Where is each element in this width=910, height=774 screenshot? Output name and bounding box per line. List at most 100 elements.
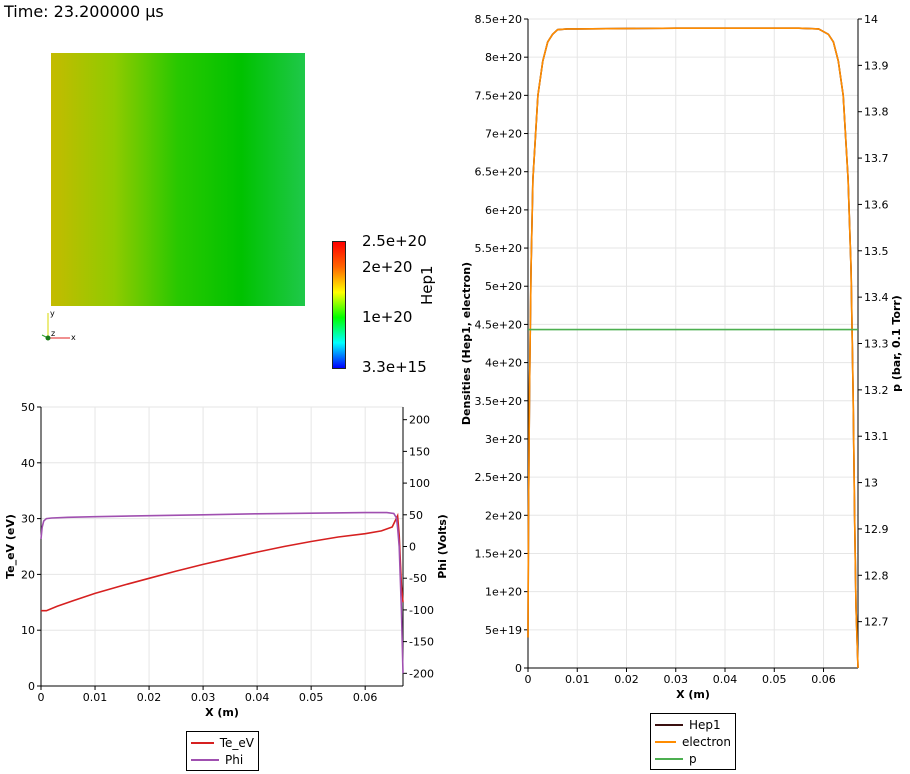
te-phi-legend-swatch-Phi: [191, 758, 219, 761]
te-phi-legend-swatch-Te_eV: [191, 741, 214, 744]
te-phi-xtick-label-5: 0.05: [299, 691, 324, 704]
te-phi-y2tick-label-6: 100: [409, 477, 430, 490]
dens-y2tick-label-9: 13.6: [864, 198, 889, 211]
te-phi-xtick-label-4: 0.04: [245, 691, 270, 704]
te-phi-xtick-label-6: 0.06: [353, 691, 378, 704]
te-phi-legend-entry-Phi: Phi: [191, 751, 254, 768]
axes-triad-icon: y x z: [41, 309, 76, 342]
dens-xtick-label-3: 0.03: [664, 673, 689, 686]
te-phi-y2tick-label-8: 200: [409, 414, 430, 427]
te-phi-ytick-label-2: 20: [21, 568, 35, 581]
te-phi-legend-label-Te_eV: Te_eV: [219, 735, 254, 750]
dens-y2tick-label-8: 13.5: [864, 245, 889, 258]
te-phi-y2tick-label-2: -100: [409, 604, 434, 617]
dens-legend-label-Hep1: Hep1: [689, 717, 721, 732]
colorbar-min-label: 3.3e+15: [362, 358, 427, 376]
te-phi-ytick-label-0: 0: [28, 680, 35, 693]
dens-xtick-label-0: 0: [525, 673, 532, 686]
te-phi-ytick-label-1: 10: [21, 624, 35, 637]
densities-legend: Hep1 electron p: [650, 713, 736, 770]
dens-ytick-label-16: 8e+20: [485, 51, 522, 64]
te-phi-ytick-label-3: 30: [21, 513, 35, 526]
dens-ytick-label-13: 6.5e+20: [475, 166, 522, 179]
te-phi-xtick-label-0: 0: [38, 691, 45, 704]
triad-x-label: x: [71, 333, 76, 342]
te-phi-ylabel: Te_eV (eV): [4, 514, 17, 579]
dens-y2tick-label-10: 13.7: [864, 152, 889, 165]
te-phi-y2tick-label-5: 50: [409, 509, 423, 522]
dens-ytick-label-12: 6e+20: [485, 204, 522, 217]
dens-ytick-label-14: 7e+20: [485, 128, 522, 141]
dens-ytick-label-10: 5e+20: [485, 280, 522, 293]
colorbar-label-1e20: 1e+20: [362, 308, 413, 326]
te-phi-xtick-label-2: 0.02: [137, 691, 162, 704]
te-phi-y2label: Phi (Volts): [436, 514, 449, 579]
field-colormap-view[interactable]: [51, 53, 305, 306]
colorbar-max-label: 2.5e+20: [362, 232, 427, 250]
dens-ytick-label-3: 1.5e+20: [475, 547, 522, 560]
dens-y2tick-label-0: 12.7: [864, 616, 889, 629]
te-phi-y2tick-label-4: 0: [409, 541, 416, 554]
te-phi-y2tick-label-1: -150: [409, 636, 434, 649]
te-phi-xlabel: X (m): [205, 706, 239, 719]
te-phi-ytick-label-5: 50: [21, 401, 35, 414]
te-phi-legend-label-Phi: Phi: [225, 752, 244, 767]
dens-y2tick-label-12: 13.9: [864, 59, 889, 72]
dens-ytick-label-6: 3e+20: [485, 433, 522, 446]
dens-ytick-label-1: 5e+19: [485, 624, 522, 637]
te-phi-series-Te_eV: [41, 512, 404, 612]
dens-xlabel: X (m): [676, 688, 710, 701]
dens-legend-label-electron: electron: [681, 734, 731, 749]
dens-legend-swatch-p: [655, 757, 683, 760]
dens-ytick-label-2: 1e+20: [485, 586, 522, 599]
dens-ytick-label-5: 2.5e+20: [475, 471, 522, 484]
dens-ytick-label-0: 0: [515, 662, 522, 675]
te-phi-legend-entry-Te_eV: Te_eV: [191, 734, 254, 751]
dens-legend-swatch-Hep1: [655, 723, 683, 726]
dens-y2tick-label-3: 13: [864, 477, 878, 490]
te-phi-y2tick-label-7: 150: [409, 445, 430, 458]
te-phi-y2tick-label-3: -50: [409, 572, 427, 585]
dens-legend-swatch-electron: [655, 740, 676, 743]
te-phi-y2tick-label-0: -200: [409, 667, 434, 680]
dens-y2tick-label-5: 13.2: [864, 384, 889, 397]
dens-xtick-label-4: 0.04: [713, 673, 738, 686]
dens-xtick-label-2: 0.02: [614, 673, 639, 686]
dens-ytick-label-15: 7.5e+20: [475, 89, 522, 102]
dens-y2tick-label-6: 13.3: [864, 338, 889, 351]
triad-y-label: y: [50, 309, 55, 318]
dens-legend-label-p: p: [689, 751, 697, 766]
te-phi-legend: Te_eV Phi: [186, 731, 259, 771]
dens-y2tick-label-4: 13.1: [864, 430, 889, 443]
dens-xtick-label-6: 0.06: [811, 673, 836, 686]
triad-z-label: z: [51, 329, 55, 338]
dens-legend-entry-Hep1: Hep1: [655, 716, 731, 733]
dens-ytick-label-17: 8.5e+20: [475, 13, 522, 26]
dens-xtick-label-5: 0.05: [762, 673, 787, 686]
dens-y2label: p (bar, 0.1 Torr): [890, 295, 903, 392]
densities-pressure-chart[interactable]: 0 0.01 0.02 0.03 0.04 0.05 0.06 0 5e+19 1e+20 1.5e…: [0, 0, 910, 720]
colorbar-label-2e20: 2e+20: [362, 258, 413, 276]
te-phi-xtick-label-1: 0.01: [83, 691, 108, 704]
dens-legend-entry-electron: electron: [655, 733, 731, 750]
te-phi-xtick-label-3: 0.03: [191, 691, 216, 704]
dens-ylabel: Densities (Hep1, electron): [460, 262, 473, 425]
colorbar: [332, 241, 346, 369]
te-phi-ytick-label-4: 40: [21, 457, 35, 470]
dens-legend-entry-p: p: [655, 750, 731, 767]
dens-y2tick-label-1: 12.8: [864, 569, 889, 582]
dens-y2tick-label-13: 14: [864, 13, 878, 26]
dens-ytick-label-7: 3.5e+20: [475, 395, 522, 408]
dens-y2tick-label-11: 13.8: [864, 106, 889, 119]
dens-ytick-label-4: 2e+20: [485, 509, 522, 522]
dens-ytick-label-8: 4e+20: [485, 357, 522, 370]
dens-ytick-label-9: 4.5e+20: [475, 318, 522, 331]
te-phi-series-Phi: [40, 511, 404, 674]
dens-xtick-label-1: 0.01: [565, 673, 590, 686]
dens-y2tick-label-2: 12.9: [864, 523, 889, 536]
time-label: Time: 23.200000 µs: [4, 2, 164, 21]
dens-series-electron: [527, 27, 859, 669]
te-phi-chart[interactable]: 0 0.01 0.02 0.03 0.04 0.05 0.06 0 10 20 30 40 50 -200…: [0, 0, 460, 720]
dens-y2tick-label-7: 13.4: [864, 291, 889, 304]
dens-ytick-label-11: 5.5e+20: [475, 242, 522, 255]
